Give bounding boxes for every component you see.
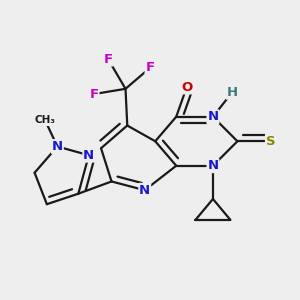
Text: H: H [226,86,238,99]
Text: F: F [146,61,154,74]
Text: N: N [207,110,218,123]
Text: N: N [207,159,218,172]
Text: CH₃: CH₃ [34,115,56,125]
Text: S: S [266,135,275,148]
Text: N: N [83,149,94,162]
Text: F: F [89,88,99,100]
Text: O: O [181,81,192,94]
Text: N: N [52,140,63,153]
Text: N: N [139,184,150,197]
Text: F: F [103,52,112,66]
